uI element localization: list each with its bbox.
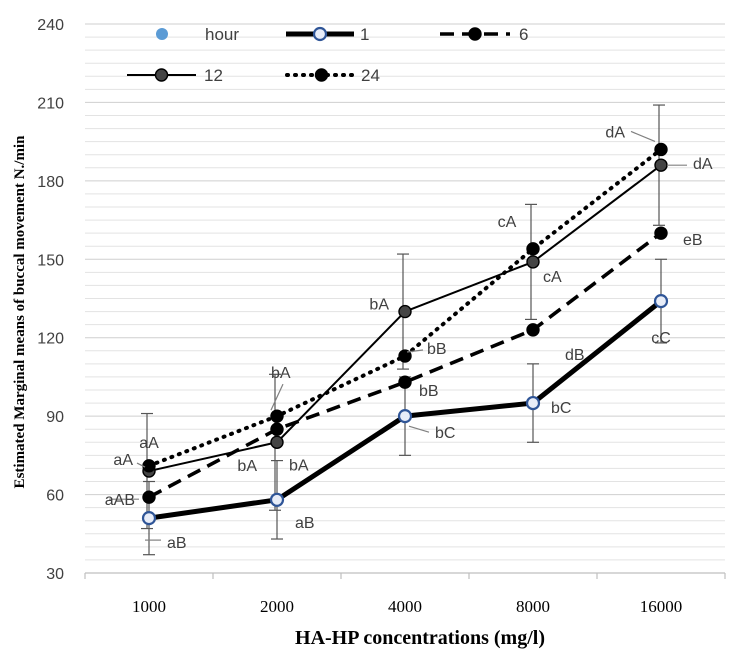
data-point — [525, 395, 541, 411]
legend-title-text: hour — [205, 25, 239, 44]
point-label: aA — [113, 452, 133, 469]
point-label: bC — [435, 425, 455, 442]
point-label: dB — [565, 347, 585, 364]
point-label: aA — [139, 435, 159, 452]
data-point — [270, 409, 284, 423]
y-tick-label: 240 — [37, 17, 64, 34]
point-label: cC — [651, 330, 671, 347]
y-tick-label: 90 — [46, 409, 64, 426]
legend-entry-24 — [285, 68, 358, 82]
legend-title: hour — [156, 25, 239, 44]
series-lines — [147, 147, 663, 521]
point-label: dA — [693, 156, 713, 173]
point-label: bA — [369, 297, 389, 314]
legend-marker — [312, 26, 328, 42]
point-labels: aB aB bC bC cC aAB bA bB dB eB aA bA bA cA dA aA bA bB cA d… — [105, 124, 713, 552]
data-point — [654, 226, 668, 240]
gridlines — [85, 23, 725, 574]
point-label: dA — [605, 124, 625, 141]
y-tick-label: 60 — [46, 488, 64, 505]
label-leader — [630, 130, 656, 143]
legend-entry-1: 1 — [286, 25, 369, 44]
data-point — [526, 323, 540, 337]
label-leader — [270, 383, 284, 411]
legend-entry-12: 12 — [127, 66, 223, 85]
legend: hour 1 6 12 24 — [127, 25, 528, 85]
point-label: bB — [419, 383, 439, 400]
point-label: bA — [237, 458, 257, 475]
data-point — [270, 422, 284, 436]
x-axis-title: HA-HP concentrations (mg/l) — [295, 627, 545, 649]
data-point — [398, 375, 412, 389]
point-label: cA — [498, 214, 517, 231]
legend-label: 24 — [361, 66, 380, 85]
point-label: bA — [271, 365, 291, 382]
data-point — [142, 459, 156, 473]
y-tick-label: 150 — [37, 252, 64, 269]
legend-marker — [154, 68, 169, 82]
label-leader — [408, 425, 430, 433]
point-label: bA — [289, 457, 309, 474]
legend-label: 6 — [519, 25, 528, 44]
y-tick-label: 120 — [37, 331, 64, 348]
data-point — [398, 304, 412, 319]
legend-marker — [468, 27, 482, 41]
point-label: aB — [295, 515, 315, 532]
data-point — [653, 294, 669, 309]
x-tick-label: 16000 — [640, 597, 683, 616]
y-tick-label: 210 — [37, 95, 64, 112]
y-tick-label: 180 — [37, 174, 64, 191]
legend-label: 1 — [360, 25, 369, 44]
data-point — [654, 142, 668, 157]
legend-marker — [314, 68, 329, 82]
x-tick-label: 4000 — [388, 597, 422, 616]
point-label: eB — [683, 232, 703, 249]
y-axis-title: Estimated Marginal means of buccal movem… — [12, 135, 28, 489]
point-label: aB — [167, 535, 187, 552]
data-point — [654, 158, 668, 172]
data-point — [398, 349, 412, 363]
data-point — [397, 409, 413, 424]
x-tick-label: 1000 — [132, 597, 166, 616]
point-label: bC — [551, 400, 571, 417]
legend-title-marker — [156, 28, 168, 40]
x-tick-label: 2000 — [260, 597, 294, 616]
label-leader — [136, 462, 146, 468]
axes: 30 60 90 120 150 180 210 240 1000 2000 4000 8000 160… — [37, 17, 726, 616]
data-point — [526, 255, 540, 269]
x-tick-label: 8000 — [516, 597, 550, 616]
data-point — [142, 490, 156, 504]
data-point — [269, 492, 285, 507]
error-bars — [141, 104, 667, 556]
data-point — [141, 510, 157, 526]
label-leader — [406, 349, 424, 353]
y-tick-label: 30 — [46, 566, 64, 583]
point-label: aAB — [105, 492, 135, 509]
data-point — [270, 435, 284, 449]
legend-label: 12 — [204, 66, 223, 85]
series-markers — [141, 142, 669, 526]
point-label: cA — [543, 269, 562, 286]
point-label: bB — [427, 341, 447, 358]
legend-entry-6: 6 — [440, 25, 528, 44]
data-point — [526, 242, 540, 256]
